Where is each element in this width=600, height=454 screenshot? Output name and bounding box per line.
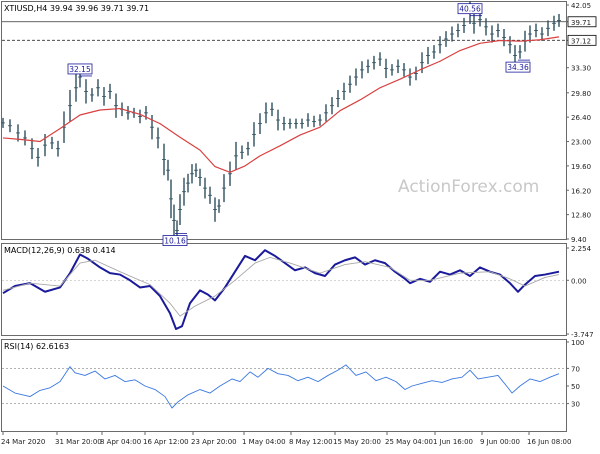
y-tick-label: 16.20 xyxy=(571,187,591,195)
x-tick-label: 1 Jun 16:00 xyxy=(433,438,473,446)
price-header: XTIUSD,H4 39.94 39.96 39.71 39.71 xyxy=(4,4,149,13)
y-tick-label: 42.05 xyxy=(571,2,591,10)
y-tick-label: 33.30 xyxy=(571,65,591,73)
y-tick-label: 50 xyxy=(571,383,580,391)
rsi-layer: 100 70 50 30 xyxy=(2,339,584,409)
annotation-label: 32.15 xyxy=(69,65,91,74)
rsi-line xyxy=(2,364,560,409)
x-tick-label: 8 May 12:00 xyxy=(289,438,333,446)
price-level-box xyxy=(567,16,597,28)
x-tick-label: 31 Mar 20:00 xyxy=(55,438,102,446)
x-axis: 24 Mar 2020 31 Mar 20:008 Apr 04:00 16 Apr… xyxy=(1,432,571,446)
rsi-header: RSI(14) 62.6163 xyxy=(4,342,69,351)
ma-line xyxy=(2,36,560,173)
macd-panel-frame xyxy=(1,243,567,336)
y-tick-label: 0.00 xyxy=(571,277,587,285)
x-tick-label: 23 Apr 20:00 xyxy=(191,438,237,446)
y-tick-label: 26.40 xyxy=(571,114,591,122)
y-tick-label: 29.80 xyxy=(571,90,591,98)
y-tick-label: 30 xyxy=(571,401,580,409)
annotation-label: 10.16 xyxy=(164,237,186,246)
rsi-panel-frame xyxy=(1,339,567,432)
watermark: ActionForex.com xyxy=(398,177,539,197)
x-tick-label: 9 Jun 00:00 xyxy=(480,438,520,446)
x-tick-label: 1 May 04:00 xyxy=(242,438,286,446)
x-tick-label: 8 Apr 04:00 xyxy=(100,438,141,446)
y-tick-label: 100 xyxy=(571,339,584,347)
y-tick-label: 19.60 xyxy=(571,163,591,171)
y-tick-label: 12.80 xyxy=(571,212,591,220)
x-tick-label: 16 Jun 08:00 xyxy=(527,438,571,446)
annotation-box xyxy=(457,3,483,15)
price-layer: 9.40 12.80 16.20 19.60 23.00 26.40 29.80 33.30 3… xyxy=(1,1,597,246)
y-tick-label: 2.254 xyxy=(571,245,592,253)
x-tick-label: 15 May 20:00 xyxy=(333,438,381,446)
annotation-box xyxy=(505,61,531,73)
signal-line xyxy=(2,256,560,317)
annotation-label: 40.56 xyxy=(459,5,481,14)
x-tick-label: 25 May 04:00 xyxy=(385,438,433,446)
x-tick-label: 24 Mar 2020 xyxy=(1,438,45,446)
annotation-box xyxy=(67,63,93,75)
macd-header: MACD(12,26,9) 0.638 0.414 xyxy=(4,246,116,255)
y-tick-label: 23.00 xyxy=(571,139,591,147)
price-level-box xyxy=(567,34,597,46)
y-tick-label: 39.71 xyxy=(571,19,591,27)
y-tick-label: 9.40 xyxy=(571,236,587,244)
annotation-label: 34.36 xyxy=(507,63,529,72)
y-tick-label: -3.747 xyxy=(571,331,594,339)
y-tick-label: 37.12 xyxy=(571,37,591,45)
macd-line xyxy=(2,249,560,331)
x-tick-label: 16 Apr 12:00 xyxy=(143,438,189,446)
annotation-box xyxy=(162,235,188,246)
macd-layer: 2.254 0.00 -3.747 xyxy=(2,245,594,339)
y-tick-label: 70 xyxy=(571,365,580,373)
